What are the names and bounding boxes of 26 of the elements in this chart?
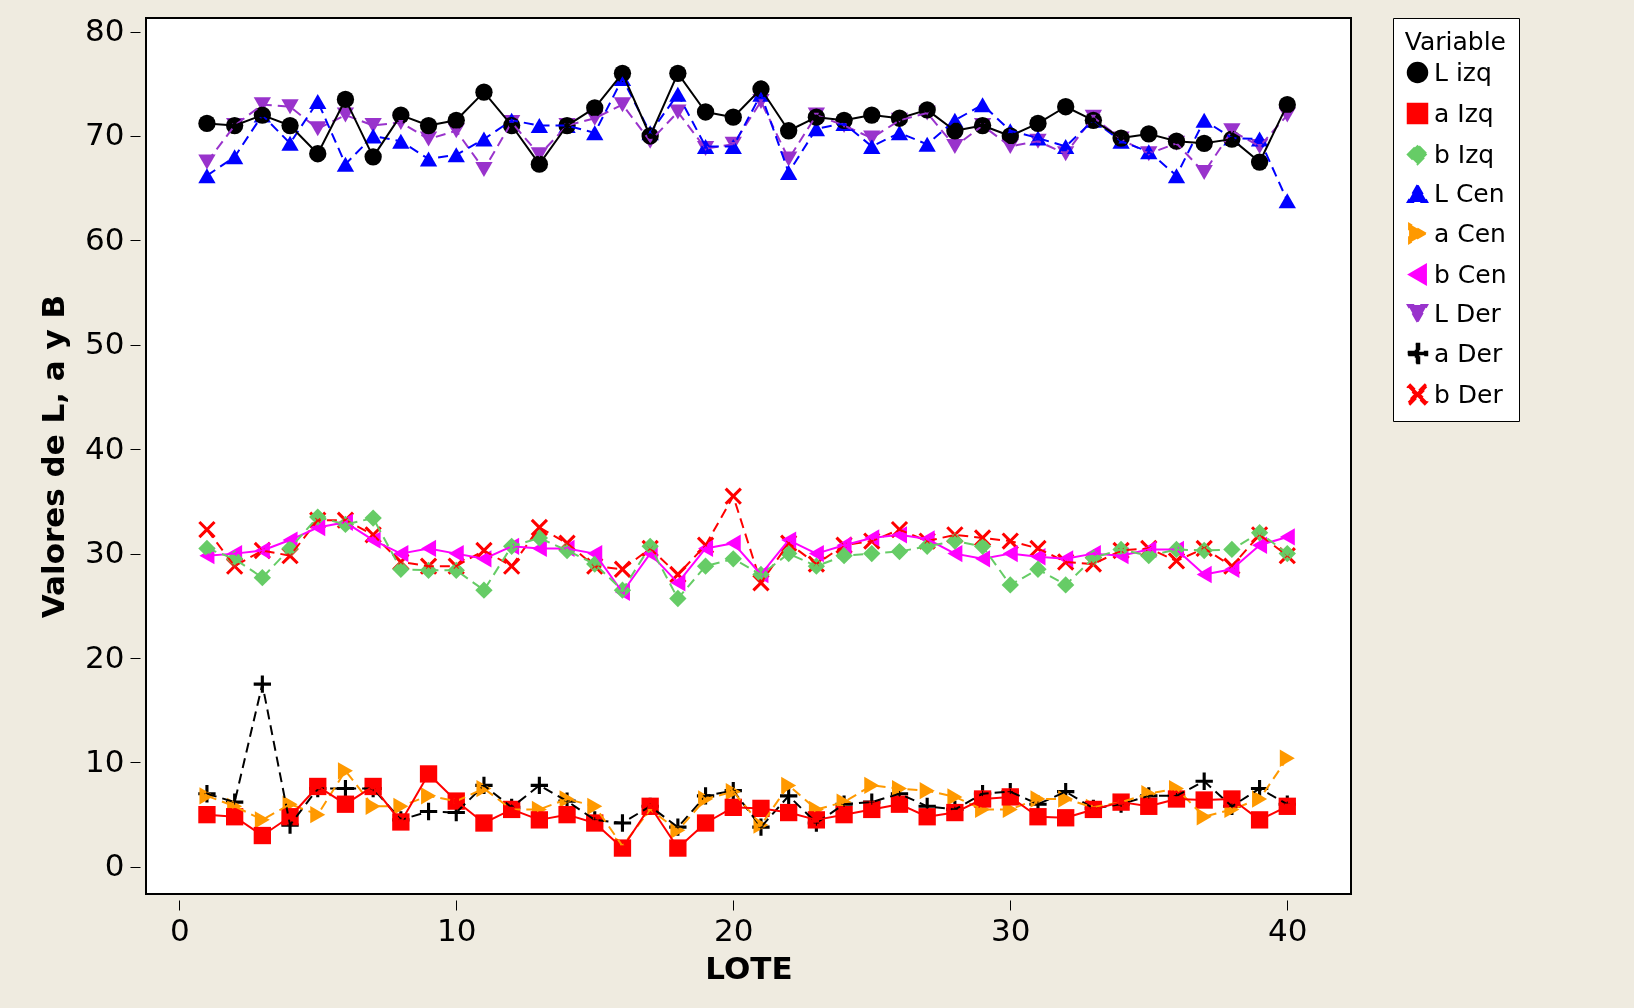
y-tick-label: 20 [85, 638, 125, 675]
y-axis-title: Valores de L, a y B [35, 294, 72, 619]
legend-label: a Der [1434, 338, 1503, 368]
y-tick-label: 70 [85, 116, 125, 153]
legend-label: L izq [1434, 57, 1492, 87]
y-tick-label: 30 [85, 534, 125, 571]
y-tick-label: 0 [104, 847, 125, 884]
x-tick-label: 30 [991, 911, 1031, 948]
legend-title: Variable [1404, 27, 1506, 56]
y-tick-label: 80 [85, 12, 125, 49]
x-axis-title: LOTE [705, 949, 793, 986]
legend-label: b Cen [1434, 259, 1507, 289]
x-tick-label: 10 [437, 911, 477, 948]
legend-label: L Cen [1434, 178, 1505, 208]
x-tick-label: 0 [169, 911, 190, 948]
y-tick-label: 60 [85, 220, 125, 257]
legend-label: a Cen [1434, 218, 1506, 248]
legend-label: a Izq [1434, 98, 1494, 128]
x-tick-label: 40 [1268, 911, 1308, 948]
x-tick-label: 20 [714, 911, 754, 948]
legend-label: b Der [1434, 379, 1504, 409]
legend-label: L Der [1434, 298, 1502, 328]
y-tick-label: 50 [85, 325, 125, 362]
y-tick-label: 40 [85, 429, 125, 466]
y-tick-label: 10 [85, 742, 125, 779]
legend-label: b Izq [1434, 139, 1495, 169]
